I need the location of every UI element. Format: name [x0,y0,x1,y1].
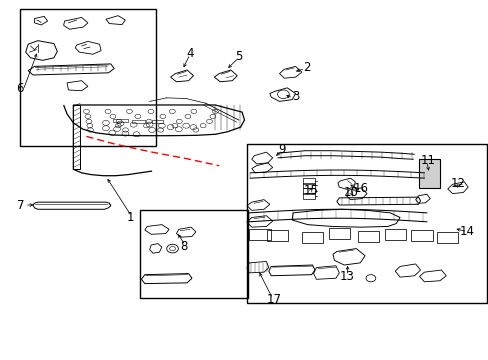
Text: 1: 1 [126,211,134,224]
Text: 6: 6 [16,82,23,95]
Bar [302,183,314,188]
Bar [20,9,156,146]
Bar [302,188,314,194]
Text: 16: 16 [353,183,368,195]
Text: 7: 7 [17,198,24,212]
Bar [247,144,486,303]
Text: 3: 3 [291,90,299,103]
Bar [302,193,314,199]
Text: 10: 10 [344,186,358,199]
Text: 9: 9 [278,143,285,156]
Text: 8: 8 [180,240,187,253]
Text: 5: 5 [235,50,242,63]
Text: 11: 11 [420,154,435,167]
Bar [418,159,439,188]
Text: 17: 17 [265,293,281,306]
Text: 13: 13 [340,270,354,283]
Text: 15: 15 [304,184,318,197]
Text: 2: 2 [303,61,310,74]
Bar [140,210,248,298]
Text: 14: 14 [459,225,474,238]
Bar [302,178,314,184]
Text: 4: 4 [186,47,193,60]
Text: 12: 12 [450,177,465,190]
